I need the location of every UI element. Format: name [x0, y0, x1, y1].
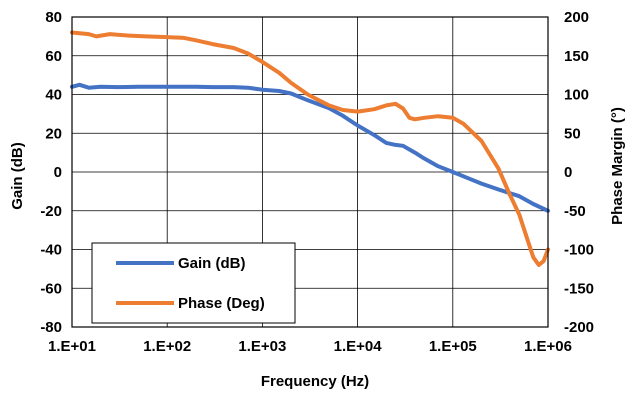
y2-tick-label: 200	[564, 9, 589, 26]
x-axis-title: Frequency (Hz)	[261, 373, 369, 390]
y2-tick-label: -200	[564, 319, 594, 336]
legend-box	[91, 242, 296, 324]
y-tick-label: 0	[54, 164, 62, 181]
y2-axis-title: Phase Margin (°)	[609, 107, 626, 225]
x-tick-label: 1.E+05	[429, 338, 477, 355]
y2-tick-label: 150	[564, 48, 589, 65]
y-tick-label: -80	[40, 319, 62, 336]
legend-label-gain: Gain (dB)	[178, 255, 246, 272]
x-tick-label: 1.E+01	[48, 338, 96, 355]
legend: Gain (dB) Phase (Deg)	[91, 242, 296, 324]
y2-tick-label: 50	[564, 125, 581, 142]
y2-tick-label: -50	[564, 203, 586, 220]
y-tick-label: -20	[40, 203, 62, 220]
x-tick-label: 1.E+02	[143, 338, 191, 355]
x-tick-labels: 1.E+01 1.E+02 1.E+03 1.E+04 1.E+05 1.E+06	[48, 338, 572, 355]
series-layer	[70, 30, 550, 267]
y-tick-label: -40	[40, 242, 62, 259]
legend-label-phase: Phase (Deg)	[178, 295, 265, 312]
y2-tick-label: -100	[564, 242, 594, 259]
y-tick-label: 40	[45, 87, 62, 104]
y-tick-labels: 80 60 40 20 0 -20 -40 -60 -80	[40, 9, 62, 336]
phase-series-line	[70, 30, 550, 267]
x-tick-label: 1.E+03	[238, 338, 286, 355]
y-axis-title: Gain (dB)	[9, 142, 26, 210]
y2-tick-label: 0	[564, 164, 572, 181]
plot-frame	[71, 16, 549, 328]
x-tick-label: 1.E+06	[524, 338, 572, 355]
x-tick-label: 1.E+04	[334, 338, 383, 355]
y-tick-label: 60	[45, 48, 62, 65]
y-tick-label: -60	[40, 280, 62, 297]
gain-series-line	[70, 82, 550, 213]
y2-tick-label: -150	[564, 280, 594, 297]
y-tick-label: 80	[45, 9, 62, 26]
y2-tick-labels: 200 150 100 50 0 -50 -100 -150 -200	[564, 9, 594, 336]
y-tick-label: 20	[45, 125, 62, 142]
y2-tick-label: 100	[564, 87, 589, 104]
